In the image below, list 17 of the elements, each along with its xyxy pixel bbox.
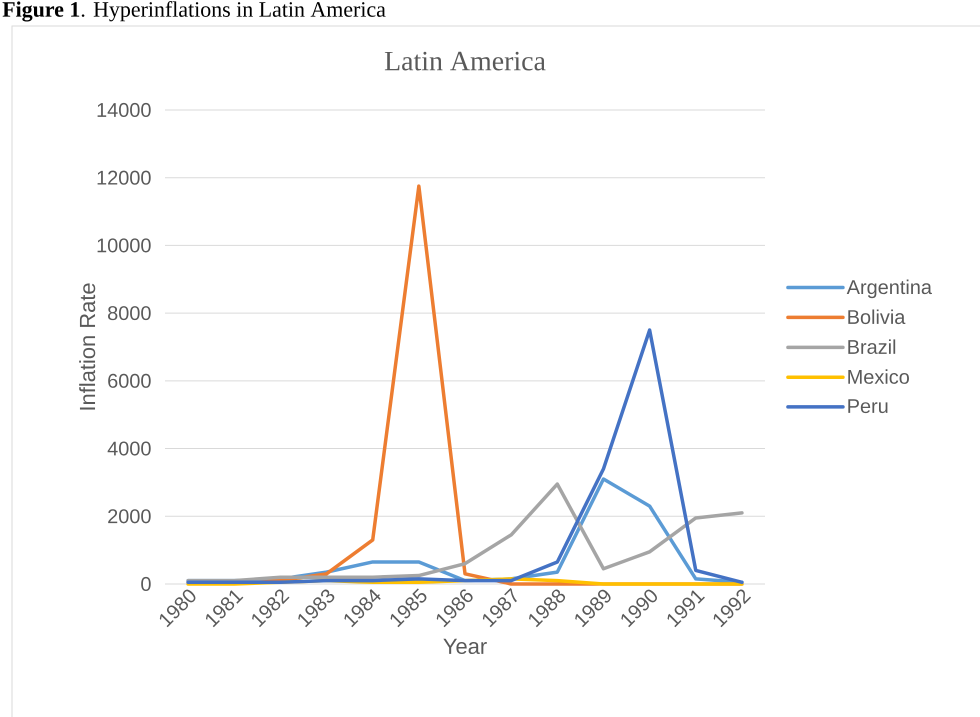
legend-label: Mexico xyxy=(848,369,909,384)
y-axis-title: Inflation Rate xyxy=(79,283,96,410)
y-tick-label: 14000 xyxy=(98,102,151,118)
y-tick-label: 2000 xyxy=(108,509,151,524)
y-tick-label: 8000 xyxy=(108,306,151,320)
legend-label: Argentina xyxy=(846,280,932,298)
y-tick-label: 12000 xyxy=(98,170,151,185)
y-tick-label: 6000 xyxy=(108,374,151,388)
legend-label: Bolivia xyxy=(848,309,906,324)
y-tick-label: 4000 xyxy=(108,442,151,456)
y-tick-label: 10000 xyxy=(98,238,151,252)
text: Figure 1. Hyperinflations in Latin America xyxy=(2,1,386,22)
x-axis-title: Year xyxy=(443,638,487,654)
chart-title: Latin America xyxy=(384,52,546,70)
legend-label: Peru xyxy=(848,399,888,414)
legend-label: Brazil xyxy=(848,339,896,354)
y-tick-label: 0 xyxy=(141,576,151,592)
